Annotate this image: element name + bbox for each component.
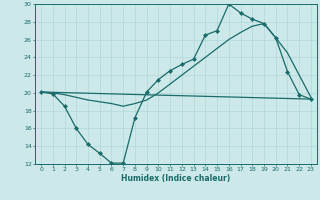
X-axis label: Humidex (Indice chaleur): Humidex (Indice chaleur) xyxy=(121,174,231,183)
